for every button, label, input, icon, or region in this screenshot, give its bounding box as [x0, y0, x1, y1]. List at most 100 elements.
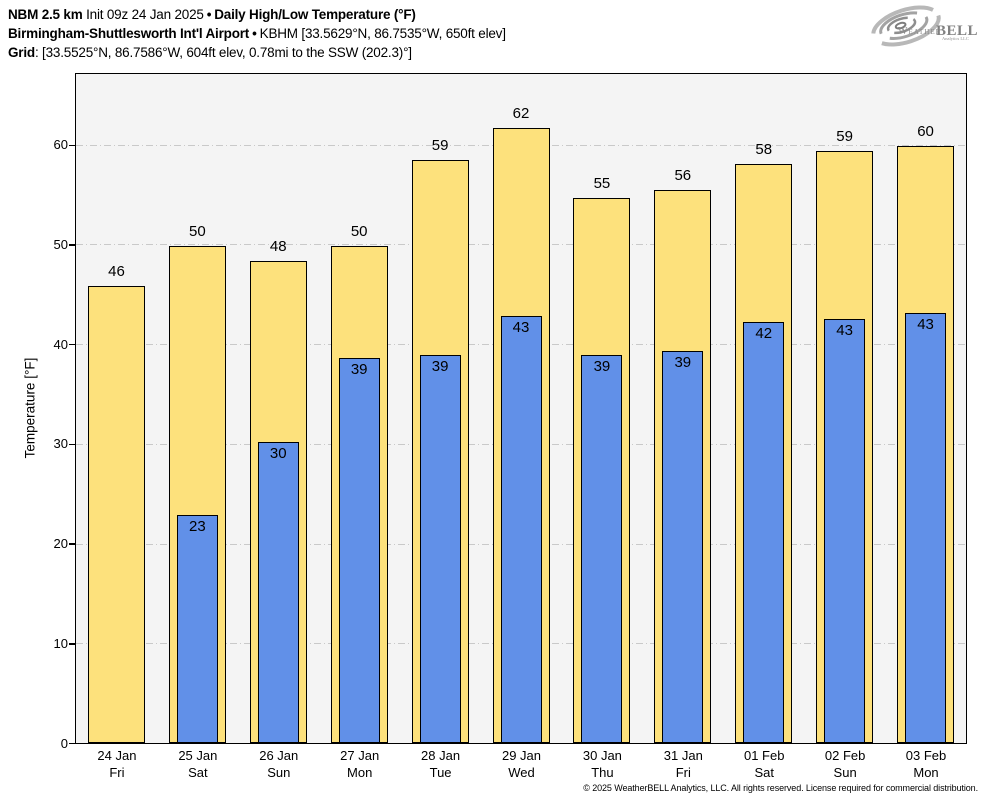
y-tick-mark	[69, 443, 75, 446]
bullet-separator: •	[206, 7, 212, 22]
high-value-label: 55	[593, 174, 611, 192]
low-value-label: 30	[269, 444, 287, 462]
station-name: Birmingham-Shuttlesworth Int'l Airport	[8, 26, 250, 41]
x-tick-label: 30 Jan Thu	[557, 747, 647, 781]
high-value-label: 50	[350, 222, 368, 240]
x-tick-date: 29 Jan	[501, 748, 542, 763]
x-tick-date: 31 Jan	[663, 748, 703, 763]
low-bar-28-Jan	[419, 355, 461, 743]
low-value-label: 39	[431, 358, 449, 376]
y-tick-mark	[69, 244, 75, 246]
low-bar-29-Jan	[500, 316, 542, 743]
x-tick-label: 31 Jan Fri	[638, 747, 728, 781]
low-value-label: 39	[593, 358, 611, 376]
low-value-label: 42	[755, 325, 773, 343]
x-tick-day: Wed	[508, 765, 535, 780]
high-value-label: 62	[512, 104, 530, 122]
x-tick-date: 03 Feb	[905, 748, 947, 763]
high-value-label: 56	[674, 166, 692, 184]
x-tick-label: 29 Jan Wed	[477, 747, 567, 781]
y-tick-label: 10	[53, 635, 68, 651]
x-tick-label: 28 Jan Tue	[396, 747, 486, 781]
low-bar-01-Feb	[743, 322, 785, 743]
high-value-label: 58	[755, 140, 773, 158]
x-tick-label: 25 Jan Sat	[153, 747, 243, 781]
logo-text-sub: Analytics LLC	[942, 36, 969, 41]
low-bar-31-Jan	[662, 351, 704, 743]
low-bar-30-Jan	[581, 355, 623, 743]
high-bar-24-Jan	[87, 286, 145, 743]
low-bar-27-Jan	[338, 358, 380, 743]
x-tick-day: Fri	[675, 765, 691, 780]
weatherbell-logo: Weather BELL Analytics LLC	[866, 2, 980, 50]
y-tick-label: 40	[53, 336, 68, 352]
x-tick-day: Sun	[833, 765, 857, 780]
x-tick-day: Sat	[754, 765, 774, 780]
header-line-3: Grid: [33.5525°N, 86.7586°W, 604ft elev,…	[8, 43, 506, 62]
y-tick-mark	[69, 144, 75, 147]
y-tick-label: 30	[53, 436, 68, 452]
x-tick-day: Sun	[267, 765, 291, 780]
x-tick-date: 24 Jan	[97, 748, 137, 763]
y-tick-label: 20	[53, 536, 68, 552]
x-tick-day: Sat	[188, 765, 208, 780]
y-tick-label: 0	[60, 735, 68, 751]
logo-text-bell: BELL	[936, 23, 978, 39]
init-time: Init 09z 24 Jan 2025	[86, 7, 204, 22]
y-tick-mark	[69, 343, 75, 346]
x-tick-date: 02 Feb	[824, 748, 866, 763]
plot-area: 46 50 23 48 30 50 39 59 39 62 43 55 39 56 39 58 42 59 43 60…	[75, 73, 967, 744]
low-bar-25-Jan	[176, 514, 218, 743]
low-bar-03-Feb	[905, 313, 947, 743]
page-title: Daily High/Low Temperature (°F)	[214, 7, 416, 22]
x-tick-label: 01 Feb Sat	[719, 747, 809, 781]
chart-header: NBM 2.5 km Init 09z 24 Jan 2025 • Daily Hi…	[8, 5, 506, 62]
grid-label: Grid	[8, 45, 35, 60]
weatherbell-swirl-icon: Weather BELL Analytics LLC	[871, 5, 978, 47]
header-line-2: Birmingham-Shuttlesworth Int'l Airport • K…	[8, 24, 506, 43]
high-value-label: 60	[917, 122, 934, 140]
x-tick-label: 26 Jan Sun	[234, 747, 324, 781]
x-tick-label: 02 Feb Sun	[800, 747, 890, 781]
high-value-label: 48	[269, 238, 287, 256]
x-tick-label: 27 Jan Mon	[315, 747, 405, 781]
y-tick-mark	[69, 543, 75, 545]
x-tick-date: 28 Jan	[421, 748, 461, 763]
y-tick-mark	[69, 643, 75, 645]
y-tick-label: 60	[53, 137, 68, 153]
x-tick-day: Thu	[591, 765, 614, 780]
low-value-label: 43	[917, 316, 934, 334]
copyright-notice: © 2025 WeatherBELL Analytics, LLC. All r…	[583, 783, 978, 793]
logo-text-weather: Weather	[898, 26, 941, 37]
x-tick-label: 03 Feb Mon	[881, 747, 971, 781]
y-tick-mark	[69, 742, 75, 745]
high-value-label: 46	[108, 263, 125, 281]
low-value-label: 23	[189, 517, 206, 535]
x-tick-date: 25 Jan	[178, 748, 218, 763]
high-value-label: 59	[431, 136, 449, 154]
low-value-label: 39	[350, 361, 368, 379]
x-tick-date: 27 Jan	[340, 748, 380, 763]
low-value-label: 43	[512, 319, 530, 337]
model-name: NBM 2.5 km	[8, 7, 83, 22]
high-value-label: 50	[189, 222, 206, 240]
x-tick-date: 30 Jan	[582, 748, 622, 763]
x-tick-date: 01 Feb	[743, 748, 785, 763]
bullet-separator: •	[252, 26, 257, 41]
low-bar-02-Feb	[824, 319, 866, 743]
x-tick-day: Mon	[347, 765, 373, 780]
high-value-label: 59	[836, 127, 853, 145]
x-tick-day: Tue	[429, 765, 452, 780]
low-value-label: 39	[674, 354, 692, 372]
y-tick-label: 50	[53, 236, 68, 252]
low-value-label: 43	[836, 322, 853, 340]
low-bar-26-Jan	[257, 441, 299, 743]
header-line-1: NBM 2.5 km Init 09z 24 Jan 2025 • Daily Hi…	[8, 5, 506, 24]
grid-value: : [33.5525°N, 86.7586°W, 604ft elev, 0.7…	[34, 45, 412, 60]
x-tick-day: Mon	[913, 765, 939, 780]
x-tick-date: 26 Jan	[259, 748, 299, 763]
station-meta: KBHM [33.5629°N, 86.7535°W, 650ft elev]	[259, 26, 506, 41]
x-tick-day: Fri	[109, 765, 125, 780]
x-tick-label: 24 Jan Fri	[72, 747, 162, 781]
